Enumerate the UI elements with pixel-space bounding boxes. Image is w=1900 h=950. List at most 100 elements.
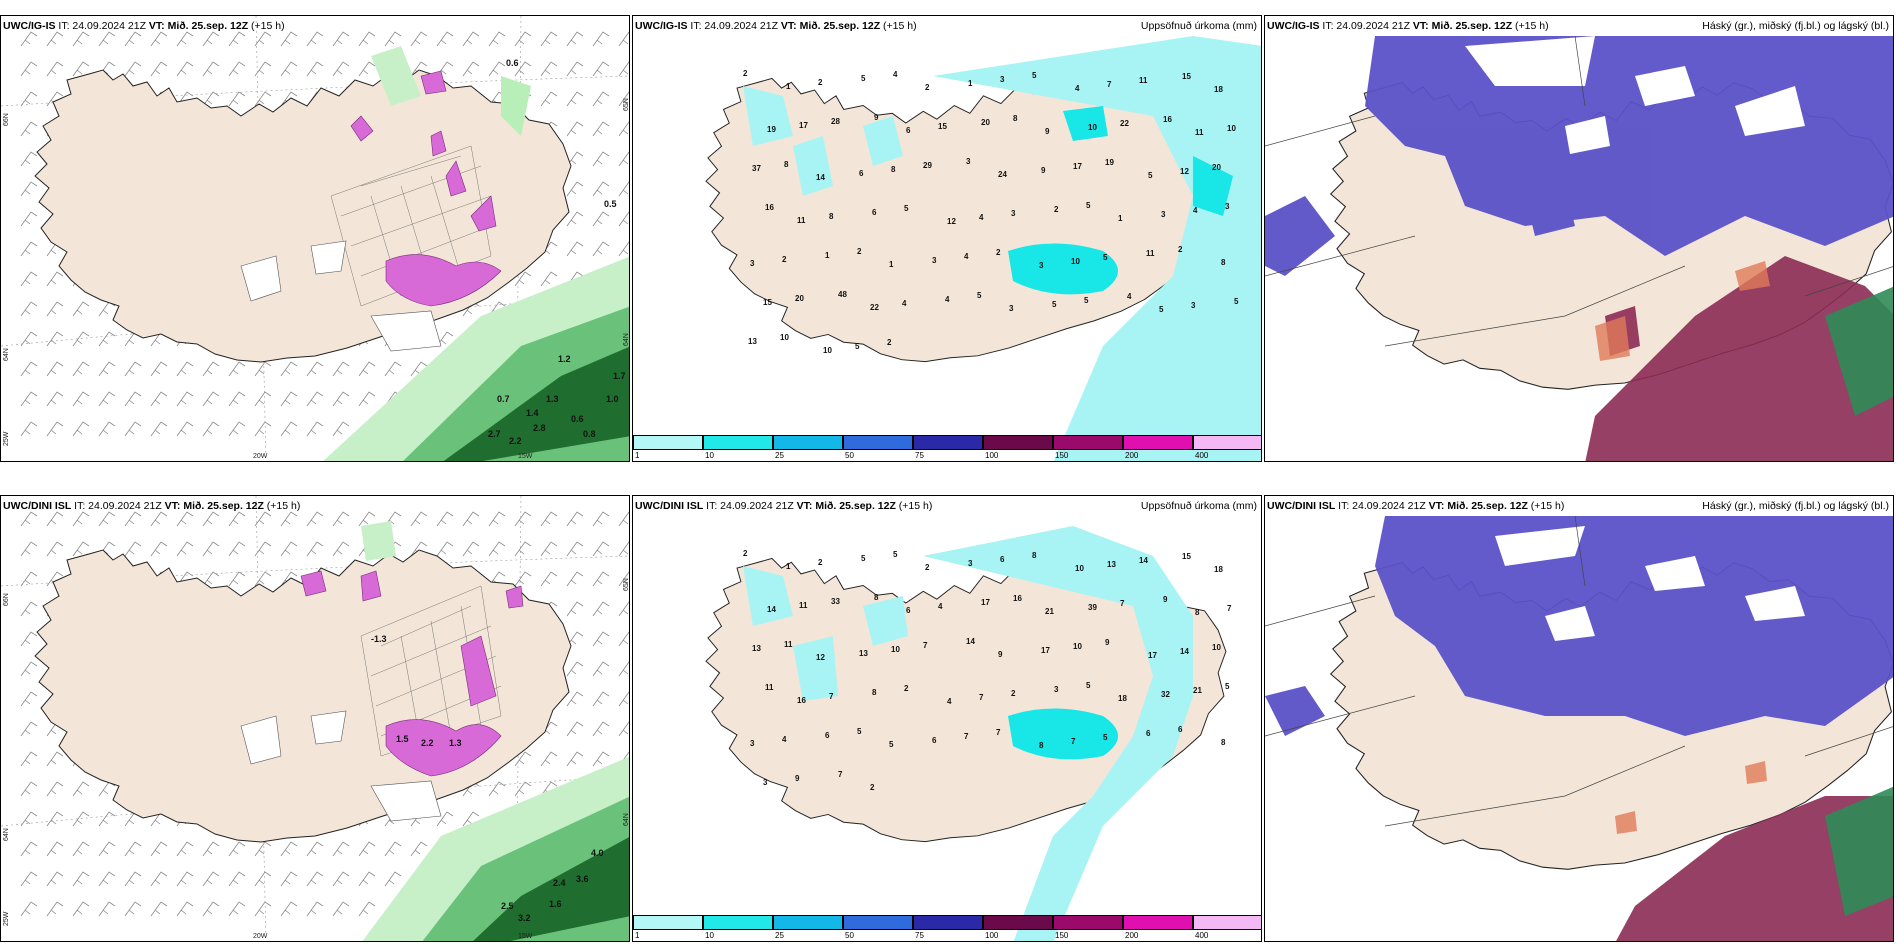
map-clouds xyxy=(1265,515,1893,941)
wind-barb xyxy=(306,841,324,857)
wind-barb xyxy=(150,391,168,407)
value-label: 2.7 xyxy=(488,429,501,439)
colorbar-tick: 150 xyxy=(1055,931,1069,940)
wind-barb xyxy=(46,511,64,527)
panel-header: UWC/DINI ISL IT: 24.09.2024 21Z VT: Mið.… xyxy=(1267,500,1564,512)
wind-barb xyxy=(202,421,220,437)
init-time: IT: 24.09.2024 21Z xyxy=(74,500,162,512)
wind-barb xyxy=(254,871,272,887)
model-name: UWC/IG-IS xyxy=(1267,20,1320,32)
precip-value: 5 xyxy=(857,727,862,736)
precip-value: 15 xyxy=(1182,552,1191,561)
value-label: -1.3 xyxy=(371,634,387,644)
value-label: 0.8 xyxy=(583,429,596,439)
colorbar-cell xyxy=(1123,435,1193,450)
colorbar-cell xyxy=(633,915,703,930)
wind-barb xyxy=(592,61,610,77)
precip-value: 8 xyxy=(829,212,834,221)
precip-value: 5 xyxy=(1032,71,1037,80)
wind-barb xyxy=(306,61,324,77)
precip-value: 2 xyxy=(1178,245,1183,254)
wind-barb xyxy=(254,901,272,917)
precip-value: 5 xyxy=(1225,682,1230,691)
wind-barb xyxy=(618,31,629,47)
precip-heavy xyxy=(1008,106,1233,295)
precip-value: 3 xyxy=(1225,202,1230,211)
wind-barb xyxy=(540,571,558,587)
cloud-highlight xyxy=(1615,761,1767,834)
boundary-lines xyxy=(1265,515,1893,827)
wind-barb xyxy=(46,871,64,887)
wind-barb xyxy=(72,871,90,887)
colorbar-cell xyxy=(983,915,1053,930)
precip-value: 9 xyxy=(874,113,879,122)
precip-value: 13 xyxy=(859,649,868,658)
panel-clouds-dini: UWC/DINI ISL IT: 24.09.2024 21Z VT: Mið.… xyxy=(1264,495,1894,942)
wind-barb xyxy=(98,811,116,827)
precip-value: 5 xyxy=(1148,171,1153,180)
wind-barb xyxy=(20,211,38,227)
wind-barb xyxy=(436,331,454,347)
precip-value: 14 xyxy=(966,637,975,646)
wind-barb xyxy=(72,781,90,797)
colorbar-tick: 25 xyxy=(775,931,784,940)
precip-value: 6 xyxy=(1000,555,1005,564)
wind-barb xyxy=(618,241,629,257)
precip-value: 2 xyxy=(1054,205,1059,214)
wind-barb xyxy=(72,901,90,917)
wind-barb xyxy=(98,511,116,527)
wind-barb xyxy=(618,181,629,197)
wind-barb xyxy=(20,241,38,257)
axis-lat-label: 66N xyxy=(3,113,10,126)
wind-barb xyxy=(540,91,558,107)
precip-value: 3 xyxy=(1011,209,1016,218)
wind-barb xyxy=(566,61,584,77)
lead-time: (+15 h) xyxy=(251,20,285,32)
wind-barb xyxy=(46,841,64,857)
wind-barb xyxy=(176,841,194,857)
precip-value: 2 xyxy=(887,338,892,347)
precip-value: 4 xyxy=(1075,84,1080,93)
precip-value: 11 xyxy=(1195,128,1204,137)
wind-barb xyxy=(150,361,168,377)
wind-barb xyxy=(46,331,64,347)
precip-value: 6 xyxy=(872,208,877,217)
precip-value: 10 xyxy=(1071,257,1080,266)
valid-time: Mið. 25.sep. 12Z xyxy=(815,500,896,512)
precip-value: 5 xyxy=(1086,201,1091,210)
init-time: IT: 24.09.2024 21Z xyxy=(58,20,146,32)
value-label: 3.6 xyxy=(576,874,589,884)
vt-label: VT: xyxy=(164,500,181,512)
precip-value: 13 xyxy=(752,644,761,653)
panel-header: UWC/DINI ISL IT: 24.09.2024 21Z VT: Mið.… xyxy=(3,500,300,512)
wind-barb xyxy=(20,691,38,707)
axis-lat-label: 64N xyxy=(623,333,630,346)
wind-barb xyxy=(254,391,272,407)
precip-value: 5 xyxy=(1234,297,1239,306)
wind-barb xyxy=(254,91,272,107)
wind-barb xyxy=(254,61,272,77)
precip-value: 20 xyxy=(981,118,990,127)
value-label: 2.5 xyxy=(501,901,514,911)
wind-barb xyxy=(202,541,220,557)
value-label: 1.2 xyxy=(558,354,571,364)
wind-barb xyxy=(410,511,428,527)
precip-value: 15 xyxy=(1182,72,1191,81)
wind-barb xyxy=(20,301,38,317)
vt-label: VT: xyxy=(796,500,813,512)
precip-value: 2 xyxy=(782,255,787,264)
axis-lat-label: 64N xyxy=(3,828,10,841)
precip-value: 3 xyxy=(966,157,971,166)
wind-barb xyxy=(410,31,428,47)
wind-barb xyxy=(20,541,38,557)
wind-barb xyxy=(124,31,142,47)
value-label: 2.4 xyxy=(553,878,566,888)
wind-barb xyxy=(332,421,350,437)
precip-value: 33 xyxy=(831,597,840,606)
wind-barb xyxy=(20,901,38,917)
precip-value: 8 xyxy=(1013,114,1018,123)
wind-barb xyxy=(514,751,532,767)
precip-value: 15 xyxy=(938,122,947,131)
wind-barb xyxy=(618,691,629,707)
precip-value: 10 xyxy=(1227,124,1236,133)
